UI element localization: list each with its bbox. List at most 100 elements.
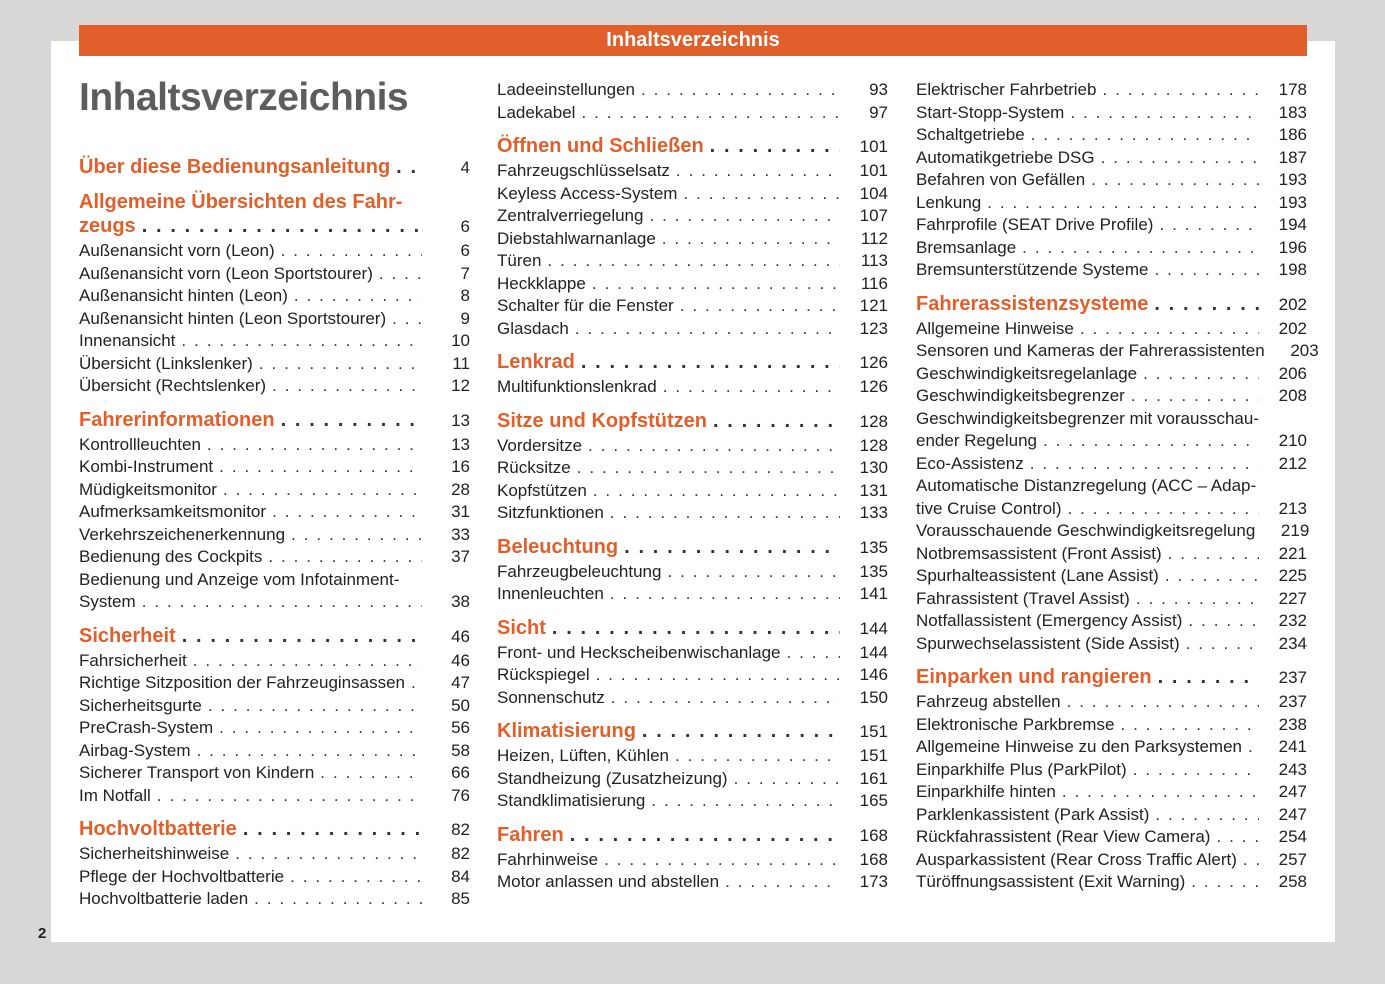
toc-entry[interactable]: Multifunktionslenkrad . . . . . . . . . .… <box>497 376 888 399</box>
toc-entry[interactable]: Airbag-System. . . . . . . . . . . . . .… <box>79 740 470 763</box>
toc-entry[interactable]: Keyless Access-System. . . . . . . . . .… <box>497 183 888 206</box>
toc-entry[interactable]: Allgemeine Hinweise. . . . . . . . . . .… <box>916 318 1307 341</box>
toc-entry[interactable]: Bremsanlage. . . . . . . . . . . . . . .… <box>916 237 1307 260</box>
toc-entry[interactable]: Spurwechselassistent (Side Assist). . . … <box>916 633 1307 656</box>
toc-entry[interactable]: Vordersitze. . . . . . . . . . . . . . .… <box>497 435 888 458</box>
toc-entry[interactable]: PreCrash-System . . . . . . . . . . . . .… <box>79 717 470 740</box>
dot-leader: . . . . . . . . . . . . . . . . . . . . … <box>196 740 422 760</box>
toc-entry[interactable]: Eco-Assistenz. . . . . . . . . . . . . .… <box>916 453 1307 476</box>
toc-entry[interactable]: Kontrollleuchten. . . . . . . . . . . . … <box>79 434 470 457</box>
toc-entry[interactable]: Heizen, Lüften, Kühlen . . . . . . . . . … <box>497 745 888 768</box>
toc-entry[interactable]: Geschwindigkeitsregelanlage. . . . . . .… <box>916 363 1307 386</box>
toc-entry[interactable]: Bedienung und Anzeige vom Infotainment-.… <box>79 569 470 592</box>
toc-entry[interactable]: Fahrprofile (SEAT Drive Profile) . . . . … <box>916 214 1307 237</box>
toc-entry[interactable]: Einparkhilfe Plus (ParkPilot). . . . . .… <box>916 759 1307 782</box>
toc-entry[interactable]: Lenkung. . . . . . . . . . . . . . . . .… <box>916 192 1307 215</box>
toc-entry-title: Fahren <box>497 823 564 846</box>
toc-entry[interactable]: Türen . . . . . . . . . . . . . . . . . .… <box>497 250 888 273</box>
toc-entry[interactable]: Außenansicht vorn (Leon) . . . . . . . . … <box>79 240 470 263</box>
toc-entry[interactable]: Start-Stopp-System. . . . . . . . . . . … <box>916 102 1307 125</box>
toc-entry[interactable]: Front- und Heckscheibenwischanlage. . . … <box>497 642 888 665</box>
toc-entry[interactable]: Geschwindigkeitsbegrenzer . . . . . . . .… <box>916 385 1307 408</box>
toc-entry[interactable]: Fahrhinweise. . . . . . . . . . . . . . … <box>497 849 888 872</box>
toc-section-heading[interactable]: Fahren. . . . . . . . . . . . . . . . . … <box>497 823 888 848</box>
toc-entry[interactable]: Übersicht (Linkslenker). . . . . . . . .… <box>79 353 470 376</box>
toc-section-heading[interactable]: Beleuchtung. . . . . . . . . . . . . . .… <box>497 535 888 560</box>
toc-section-heading[interactable]: Einparken und rangieren. . . . . . . . .… <box>916 665 1307 690</box>
toc-entry[interactable]: Übersicht (Rechtslenker) . . . . . . . . … <box>79 375 470 398</box>
toc-entry[interactable]: Heckklappe. . . . . . . . . . . . . . . … <box>497 273 888 296</box>
toc-entry[interactable]: Spurhalteassistent (Lane Assist) . . . . … <box>916 565 1307 588</box>
toc-entry[interactable]: Geschwindigkeitsbegrenzer mit vorausscha… <box>916 408 1307 431</box>
toc-section-heading[interactable]: Fahrerinformationen. . . . . . . . . . .… <box>79 408 470 433</box>
toc-entry[interactable]: Im Notfall. . . . . . . . . . . . . . . … <box>79 785 470 808</box>
toc-entry[interactable]: Sitzfunktionen . . . . . . . . . . . . . … <box>497 502 888 525</box>
toc-entry[interactable]: Sicherheitsgurte. . . . . . . . . . . . … <box>79 695 470 718</box>
toc-section-heading[interactable]: Allgemeine Übersichten des Fahr-. . . . … <box>79 190 470 214</box>
toc-entry[interactable]: Automatische Distanzregelung (ACC – Adap… <box>916 475 1307 498</box>
toc-entry[interactable]: tive Cruise Control). . . . . . . . . . … <box>916 498 1307 521</box>
toc-entry[interactable]: Zentralverriegelung . . . . . . . . . . .… <box>497 205 888 228</box>
toc-section-heading[interactable]: Lenkrad. . . . . . . . . . . . . . . . .… <box>497 350 888 375</box>
toc-section-heading[interactable]: Hochvoltbatterie. . . . . . . . . . . . … <box>79 817 470 842</box>
toc-entry[interactable]: Befahren von Gefällen . . . . . . . . . .… <box>916 169 1307 192</box>
toc-entry[interactable]: Sicherer Transport von Kindern . . . . . … <box>79 762 470 785</box>
toc-entry[interactable]: Ladekabel. . . . . . . . . . . . . . . .… <box>497 102 888 125</box>
toc-entry[interactable]: Innenleuchten . . . . . . . . . . . . . .… <box>497 583 888 606</box>
toc-entry[interactable]: Sensoren und Kameras der Fahrerassistent… <box>916 340 1319 363</box>
toc-entry[interactable]: Sonnenschutz. . . . . . . . . . . . . . … <box>497 687 888 710</box>
toc-entry[interactable]: Elektrischer Fahrbetrieb . . . . . . . . … <box>916 79 1307 102</box>
toc-entry[interactable]: Vorausschauende Geschwindigkeitsregelung… <box>916 520 1309 543</box>
toc-entry[interactable]: Richtige Sitzposition der Fahrzeuginsass… <box>79 672 470 695</box>
toc-entry[interactable]: Kombi-Instrument . . . . . . . . . . . . … <box>79 456 470 479</box>
toc-entry[interactable]: Parklenkassistent (Park Assist). . . . .… <box>916 804 1307 827</box>
toc-entry[interactable]: Ladeeinstellungen . . . . . . . . . . . .… <box>497 79 888 102</box>
toc-entry[interactable]: Bremsunterstützende Systeme . . . . . . .… <box>916 259 1307 282</box>
toc-entry[interactable]: Notbremsassistent (Front Assist). . . . … <box>916 543 1307 566</box>
toc-entry[interactable]: Fahrzeugschlüsselsatz . . . . . . . . . .… <box>497 160 888 183</box>
toc-entry[interactable]: Standklimatisierung . . . . . . . . . . .… <box>497 790 888 813</box>
toc-entry[interactable]: Schalter für die Fenster . . . . . . . . … <box>497 295 888 318</box>
toc-entry[interactable]: Fahrzeug abstellen . . . . . . . . . . . … <box>916 691 1307 714</box>
toc-entry[interactable]: Allgemeine Hinweise zu den Parksystemen.… <box>916 736 1307 759</box>
toc-entry[interactable]: Ausparkassistent (Rear Cross Traffic Ale… <box>916 849 1307 872</box>
toc-entry[interactable]: ender Regelung . . . . . . . . . . . . . … <box>916 430 1307 453</box>
toc-entry[interactable]: Außenansicht hinten (Leon) . . . . . . . … <box>79 285 470 308</box>
toc-entry[interactable]: Müdigkeitsmonitor. . . . . . . . . . . .… <box>79 479 470 502</box>
toc-section-heading[interactable]: Klimatisierung. . . . . . . . . . . . . … <box>497 719 888 744</box>
toc-entry[interactable]: Aufmerksamkeitsmonitor . . . . . . . . . … <box>79 501 470 524</box>
toc-entry[interactable]: Verkehrszeichenerkennung. . . . . . . . … <box>79 524 470 547</box>
toc-section-heading[interactable]: Fahrerassistenzsysteme. . . . . . . . . … <box>916 292 1307 317</box>
toc-entry[interactable]: Türöffnungsassistent (Exit Warning) . . .… <box>916 871 1307 894</box>
toc-entry[interactable]: Schaltgetriebe . . . . . . . . . . . . . … <box>916 124 1307 147</box>
toc-section-heading[interactable]: zeugs. . . . . . . . . . . . . . . . . .… <box>79 214 470 239</box>
toc-entry[interactable]: Einparkhilfe hinten . . . . . . . . . . .… <box>916 781 1307 804</box>
toc-section-heading[interactable]: Sicherheit. . . . . . . . . . . . . . . … <box>79 624 470 649</box>
toc-entry[interactable]: Kopfstützen. . . . . . . . . . . . . . .… <box>497 480 888 503</box>
toc-section-heading[interactable]: Sitze und Kopfstützen. . . . . . . . . .… <box>497 409 888 434</box>
toc-entry[interactable]: Sicherheitshinweise . . . . . . . . . . .… <box>79 843 470 866</box>
toc-entry[interactable]: Hochvoltbatterie laden . . . . . . . . . … <box>79 888 470 911</box>
toc-section-heading[interactable]: Öffnen und Schließen. . . . . . . . . . … <box>497 134 888 159</box>
toc-entry[interactable]: Bedienung des Cockpits . . . . . . . . . … <box>79 546 470 569</box>
toc-entry[interactable]: Elektronische Parkbremse. . . . . . . . … <box>916 714 1307 737</box>
toc-entry[interactable]: Pflege der Hochvoltbatterie. . . . . . .… <box>79 866 470 889</box>
toc-entry[interactable]: Rücksitze . . . . . . . . . . . . . . . .… <box>497 457 888 480</box>
toc-section-heading[interactable]: Sicht. . . . . . . . . . . . . . . . . .… <box>497 616 888 641</box>
toc-entry[interactable]: Fahrsicherheit. . . . . . . . . . . . . … <box>79 650 470 673</box>
toc-entry[interactable]: Motor anlassen und abstellen . . . . . . … <box>497 871 888 894</box>
toc-entry[interactable]: Glasdach. . . . . . . . . . . . . . . . … <box>497 318 888 341</box>
toc-entry[interactable]: Rückfahrassistent (Rear View Camera) . . … <box>916 826 1307 849</box>
toc-entry[interactable]: Innenansicht . . . . . . . . . . . . . . … <box>79 330 470 353</box>
toc-entry[interactable]: System . . . . . . . . . . . . . . . . . … <box>79 591 470 614</box>
toc-entry[interactable]: Außenansicht hinten (Leon Sportstourer).… <box>79 308 470 331</box>
toc-entry[interactable]: Rückspiegel . . . . . . . . . . . . . . .… <box>497 664 888 687</box>
toc-entry[interactable]: Außenansicht vorn (Leon Sportstourer). .… <box>79 263 470 286</box>
toc-entry[interactable]: Standheizung (Zusatzheizung). . . . . . … <box>497 768 888 791</box>
toc-entry[interactable]: Automatikgetriebe DSG. . . . . . . . . .… <box>916 147 1307 170</box>
toc-entry[interactable]: Fahrassistent (Travel Assist). . . . . .… <box>916 588 1307 611</box>
toc-entry[interactable]: Diebstahlwarnanlage. . . . . . . . . . .… <box>497 228 888 251</box>
toc-entry[interactable]: Notfallassistent (Emergency Assist) . . .… <box>916 610 1307 633</box>
toc-entry[interactable]: Fahrzeugbeleuchtung. . . . . . . . . . .… <box>497 561 888 584</box>
toc-section-heading[interactable]: Über diese Bedienungsanleitung. . . . . … <box>79 155 470 180</box>
